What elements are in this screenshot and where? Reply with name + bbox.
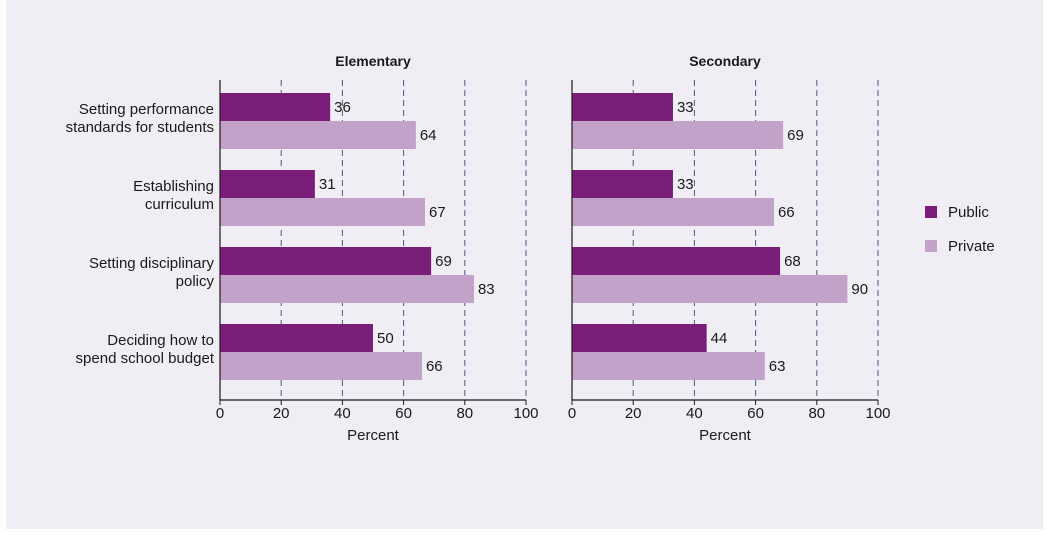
chart-svg: Elementary 36 31 69 50 64 67 83 66 0 20 40 60 80 100 Pe…: [66, 53, 995, 444]
panel-title: Elementary: [335, 53, 411, 69]
bar-public: [220, 170, 315, 198]
legend-label: Private: [948, 238, 995, 255]
data-label: 68: [784, 253, 801, 270]
x-tick-label: 0: [216, 405, 224, 422]
x-axis-label: Percent: [347, 427, 400, 444]
x-tick-label: 100: [865, 405, 890, 422]
legend-swatch-public: [925, 206, 937, 218]
data-label: 69: [787, 127, 804, 144]
bar-public: [220, 93, 331, 121]
bar-public: [572, 247, 781, 275]
bar-private: [572, 198, 774, 226]
x-tick-label: 60: [395, 405, 412, 422]
category-label-line: Setting disciplinary: [89, 255, 215, 272]
x-tick-label: 20: [273, 405, 290, 422]
data-label: 63: [769, 358, 786, 375]
x-tick-label: 60: [747, 405, 764, 422]
bar-public: [220, 247, 432, 275]
category-label: Setting disciplinary policy: [89, 255, 215, 290]
bar-private: [572, 275, 848, 303]
category-label-line: Deciding how to: [107, 332, 214, 349]
panel-secondary: Secondary 33 33 68 44 69 66 90 63 0 20 40 60 80 100 Per…: [568, 53, 891, 444]
category-label-line: curriculum: [145, 196, 214, 213]
category-label-line: spend school budget: [76, 350, 215, 367]
bar-public: [572, 170, 673, 198]
data-label: 90: [851, 281, 868, 298]
data-label: 66: [778, 204, 795, 221]
data-label: 67: [429, 204, 446, 221]
bar-private: [220, 198, 426, 226]
x-tick-label: 0: [568, 405, 576, 422]
bar-private: [220, 352, 422, 380]
x-tick-label: 40: [686, 405, 703, 422]
category-label-line: Establishing: [133, 178, 214, 195]
bar-private: [572, 352, 765, 380]
category-label: Establishing curriculum: [133, 178, 214, 213]
category-label-line: standards for students: [66, 119, 214, 136]
data-label: 36: [334, 99, 351, 116]
panel-elementary: Elementary 36 31 69 50 64 67 83 66 0 20 40 60 80 100 Pe…: [216, 53, 539, 444]
data-label: 50: [377, 330, 394, 347]
data-label: 44: [711, 330, 728, 347]
x-tick-label: 80: [456, 405, 473, 422]
category-label: Setting performance standards for student…: [66, 101, 214, 136]
bar-private: [220, 121, 416, 149]
legend-label: Public: [948, 204, 989, 221]
category-label-line: Setting performance: [79, 101, 214, 118]
bar-public: [572, 93, 673, 121]
data-label: 69: [435, 253, 452, 270]
x-tick-label: 40: [334, 405, 351, 422]
bar-private: [220, 275, 474, 303]
bar-public: [220, 324, 373, 352]
x-tick-label: 80: [808, 405, 825, 422]
panel-title: Secondary: [689, 53, 761, 69]
x-tick-label: 100: [513, 405, 538, 422]
data-label: 33: [677, 176, 694, 193]
data-label: 83: [478, 281, 495, 298]
data-label: 33: [677, 99, 694, 116]
bar-public: [572, 324, 707, 352]
legend: Public Private: [925, 204, 995, 255]
data-label: 66: [426, 358, 443, 375]
data-label: 31: [319, 176, 336, 193]
category-label: Deciding how to spend school budget: [76, 332, 215, 367]
data-label: 64: [420, 127, 437, 144]
legend-swatch-private: [925, 240, 937, 252]
x-axis-label: Percent: [699, 427, 752, 444]
chart-panel: Elementary 36 31 69 50 64 67 83 66 0 20 40 60 80 100 Pe…: [6, 0, 1043, 529]
category-label-line: policy: [176, 273, 215, 290]
x-tick-label: 20: [625, 405, 642, 422]
bar-private: [572, 121, 784, 149]
